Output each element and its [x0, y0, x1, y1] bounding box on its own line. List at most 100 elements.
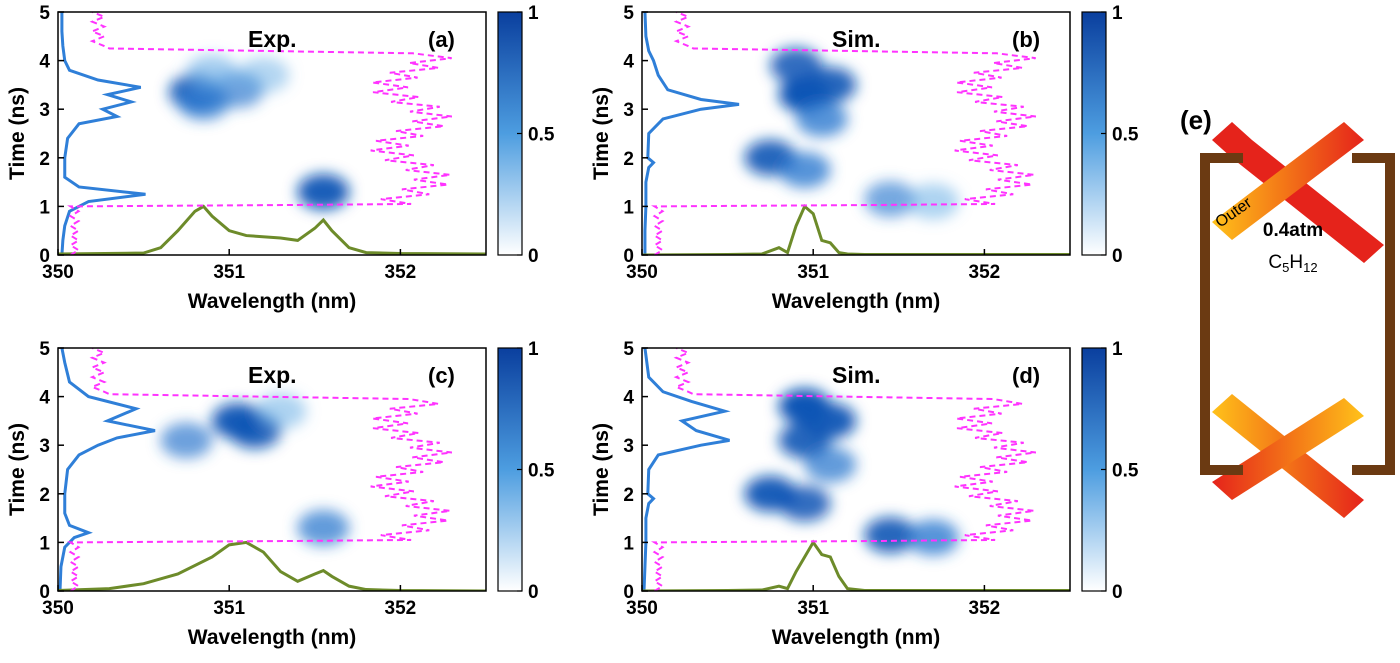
temporal-profile-line — [58, 348, 156, 591]
plot-area — [642, 348, 1070, 591]
panel-title: Exp. — [248, 26, 297, 52]
colorbar-tick-label: 1 — [1112, 3, 1123, 24]
y-tick-label: 5 — [39, 3, 50, 24]
y-tick-label: 4 — [39, 52, 50, 73]
x-axis-label: Wavelength (nm) — [772, 626, 940, 649]
x-tick-label: 350 — [626, 598, 658, 619]
y-tick-label: 5 — [623, 3, 634, 24]
laser-beam-lower-b — [1212, 398, 1364, 500]
x-tick-label: 350 — [626, 262, 658, 283]
colorbar-tick-label: 1 — [1112, 339, 1123, 360]
heatmap-blob — [778, 485, 831, 522]
plot-frame — [641, 347, 1071, 592]
y-tick-label: 4 — [623, 52, 634, 73]
reference-pulse-line — [67, 12, 452, 255]
y-tick-label: 0 — [623, 582, 634, 603]
x-tick-label: 352 — [385, 262, 417, 283]
heatmap-blob — [297, 509, 350, 546]
plot-frame — [57, 11, 487, 256]
pressure-label: 0.4atm — [1263, 220, 1323, 241]
x-axis-label: Wavelength (nm) — [188, 290, 356, 313]
heatmap-blob — [795, 100, 848, 137]
cell-frame-right — [1352, 153, 1395, 475]
panel-label: (a) — [428, 27, 455, 52]
panel-label: (c) — [428, 363, 455, 388]
colorbar-tick-label: 0.5 — [1112, 125, 1139, 146]
y-tick-label: 5 — [623, 339, 634, 360]
plot-area — [58, 348, 486, 591]
y-tick-label: 1 — [39, 197, 50, 218]
y-axis-label: Time (ns) — [590, 87, 613, 180]
y-tick-label: 0 — [623, 246, 634, 267]
y-axis-label: Time (ns) — [6, 87, 29, 180]
panel-d: 350 351 352 0 1 2 3 4 5 Wavelength (nm) Time (ns) S… — [590, 339, 1139, 649]
y-tick-label: 4 — [39, 388, 50, 409]
y-axis-label: Time (ns) — [6, 423, 29, 516]
y-axis-label: Time (ns) — [590, 423, 613, 516]
plot-area — [642, 12, 1070, 255]
schematic-panel-label: (e) — [1180, 105, 1212, 135]
temporal-profile-line — [642, 348, 731, 591]
x-tick-label: 351 — [213, 262, 245, 283]
heatmap — [160, 393, 350, 546]
laser-beam-upper-left — [1212, 122, 1384, 263]
x-axis-label: Wavelength (nm) — [188, 626, 356, 649]
panel-title: Exp. — [248, 362, 297, 388]
reference-pulse-line — [651, 348, 1036, 591]
y-tick-label: 2 — [39, 485, 50, 506]
spectrum-line — [58, 204, 486, 255]
panel-a: 350 351 352 0 1 2 3 4 5 Wavelength (nm) Time (ns) E… — [6, 3, 555, 313]
laser-beam-outer — [1212, 122, 1364, 240]
y-tick-label: 0 — [39, 246, 50, 267]
gas-label: C5H12 — [1268, 252, 1317, 275]
reference-pulse-line — [651, 12, 1036, 255]
panel-title: Sim. — [832, 26, 881, 52]
y-tick-label: 2 — [623, 485, 634, 506]
temporal-profile-line — [643, 12, 740, 255]
panel-title: Sim. — [832, 362, 881, 388]
plot-frame — [57, 347, 487, 592]
colorbar-tick-label: 0.5 — [528, 125, 555, 146]
heatmap — [168, 54, 350, 210]
spectrum-line — [58, 540, 486, 591]
y-tick-label: 1 — [623, 533, 634, 554]
heatmap-blob — [237, 57, 290, 94]
heatmap-blob — [907, 519, 960, 556]
heatmap-blob — [297, 173, 350, 210]
colorbar-tick-label: 0.5 — [1112, 461, 1139, 482]
y-tick-label: 3 — [623, 100, 634, 121]
x-tick-label: 350 — [42, 598, 74, 619]
y-tick-label: 4 — [623, 388, 634, 409]
heatmap-blob — [864, 517, 917, 554]
x-tick-label: 352 — [385, 598, 417, 619]
panel-label: (b) — [1012, 27, 1040, 52]
heatmap-blob — [186, 54, 239, 91]
y-tick-label: 1 — [623, 197, 634, 218]
x-tick-label: 350 — [42, 262, 74, 283]
x-tick-label: 352 — [969, 262, 1001, 283]
schematic-panel-e: (e) Outer 0.4atm C5H12 — [1180, 105, 1395, 518]
panel-label: (d) — [1012, 363, 1040, 388]
heatmap-blob — [864, 181, 917, 218]
y-tick-label: 3 — [39, 100, 50, 121]
heatmap-blob — [804, 66, 857, 103]
heatmap-blob — [160, 422, 213, 459]
y-tick-label: 1 — [39, 533, 50, 554]
reference-pulse-line — [67, 348, 452, 591]
y-tick-label: 2 — [39, 149, 50, 170]
y-tick-label: 3 — [623, 436, 634, 457]
heatmap-blob — [254, 393, 307, 430]
heatmap-blob — [907, 183, 960, 220]
colorbar-tick-label: 1 — [528, 3, 539, 24]
x-tick-label: 351 — [797, 598, 829, 619]
plot-area — [58, 12, 486, 255]
heatmap — [744, 47, 960, 220]
colorbar-tick-label: 0.5 — [528, 461, 555, 482]
x-tick-label: 351 — [213, 598, 245, 619]
y-tick-label: 3 — [39, 436, 50, 457]
panel-b: 350 351 352 0 1 2 3 4 5 Wavelength (nm) Time (ns) S… — [590, 3, 1139, 313]
spectrum-line — [642, 203, 1070, 255]
heatmap — [744, 388, 960, 556]
colorbar-tick-label: 0 — [1112, 246, 1123, 267]
